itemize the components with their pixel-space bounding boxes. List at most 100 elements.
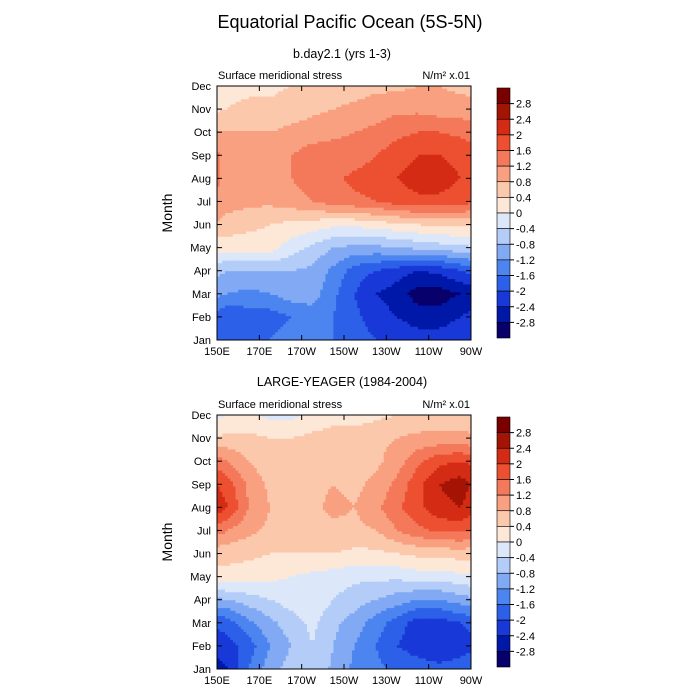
field-cell xyxy=(455,202,459,206)
field-cell xyxy=(277,207,282,211)
field-cell xyxy=(235,109,239,114)
field-cell xyxy=(336,162,340,166)
field-cell xyxy=(359,181,364,185)
field-cell xyxy=(375,199,379,204)
field-cell xyxy=(280,154,284,159)
field-cell xyxy=(346,173,350,177)
field-cell xyxy=(433,165,438,169)
field-cell xyxy=(259,107,263,111)
field-cell xyxy=(275,213,279,217)
field-cell xyxy=(431,101,435,106)
field-cell xyxy=(373,154,377,159)
field-cell xyxy=(267,197,271,201)
field-cell xyxy=(338,175,342,180)
field-cell xyxy=(309,173,313,177)
field-cell xyxy=(230,165,234,169)
field-cell xyxy=(341,205,345,209)
field-cell xyxy=(306,165,311,169)
field-cell xyxy=(325,123,329,127)
field-cell xyxy=(436,136,440,140)
field-cell xyxy=(248,183,252,188)
field-cell xyxy=(420,168,424,172)
field-cell xyxy=(468,178,471,182)
field-cell xyxy=(219,218,223,222)
field-cell xyxy=(412,170,417,174)
field-cell xyxy=(227,149,231,153)
field-cell xyxy=(304,157,308,161)
field-cell xyxy=(272,91,276,95)
field-cell xyxy=(293,120,297,124)
field-cell xyxy=(288,170,292,174)
field-cell xyxy=(280,165,284,169)
field-cell xyxy=(431,178,435,182)
field-cell xyxy=(404,136,409,140)
field-cell xyxy=(365,117,369,121)
field-cell xyxy=(455,144,459,148)
field-cell xyxy=(254,125,258,129)
field-cell xyxy=(402,96,406,100)
field-cell xyxy=(264,146,268,151)
field-cell xyxy=(283,183,287,188)
field-cell xyxy=(304,149,308,153)
field-cell xyxy=(378,115,382,119)
field-cell xyxy=(433,207,438,211)
field-cell xyxy=(420,107,424,111)
field-cell xyxy=(391,144,395,148)
field-cell xyxy=(338,162,342,166)
field-cell xyxy=(259,130,263,135)
field-cell xyxy=(328,138,332,143)
field-cell xyxy=(306,112,311,116)
field-cell xyxy=(349,178,353,182)
field-cell xyxy=(381,220,385,225)
field-cell xyxy=(410,165,414,169)
field-cell xyxy=(365,125,369,129)
field-cell xyxy=(264,123,268,127)
field-cell xyxy=(296,213,300,217)
field-cell xyxy=(407,162,411,166)
field-cell xyxy=(394,123,398,127)
field-cell xyxy=(373,125,377,129)
field-cell xyxy=(452,93,456,98)
field-cell xyxy=(381,168,385,172)
field-cell xyxy=(272,191,276,196)
field-cell xyxy=(330,112,335,116)
field-cell xyxy=(468,215,471,219)
field-cell xyxy=(222,86,226,90)
field-cell xyxy=(259,197,263,201)
field-cell xyxy=(457,130,462,135)
field-cell xyxy=(444,210,448,214)
field-cell xyxy=(386,104,390,108)
field-cell xyxy=(312,120,316,124)
field-cell xyxy=(465,117,469,121)
field-cell xyxy=(426,189,430,193)
field-cell xyxy=(299,199,303,204)
field-cell xyxy=(349,146,353,151)
field-cell xyxy=(314,168,319,172)
field-cell xyxy=(373,130,377,135)
field-cell xyxy=(468,117,471,121)
field-cell xyxy=(277,194,282,198)
field-cell xyxy=(439,194,443,198)
field-cell xyxy=(272,125,276,129)
field-cell xyxy=(410,128,414,132)
field-cell xyxy=(243,199,247,204)
field-cell xyxy=(344,205,348,209)
field-cell xyxy=(404,220,409,225)
field-cell xyxy=(420,154,424,159)
field-cell xyxy=(288,191,292,196)
field-cell xyxy=(412,149,417,153)
field-cell xyxy=(301,109,305,114)
field-cell xyxy=(465,210,469,214)
field-cell xyxy=(291,120,295,124)
field-cell xyxy=(383,86,387,90)
field-cell xyxy=(444,170,448,174)
field-cell xyxy=(351,175,356,180)
field-cell xyxy=(399,186,403,190)
field-cell xyxy=(291,88,295,92)
field-cell xyxy=(351,107,356,111)
field-cell xyxy=(410,101,414,106)
field-cell xyxy=(256,125,260,129)
field-cell xyxy=(224,205,229,209)
field-cell xyxy=(224,162,229,166)
field-cell xyxy=(219,202,223,206)
